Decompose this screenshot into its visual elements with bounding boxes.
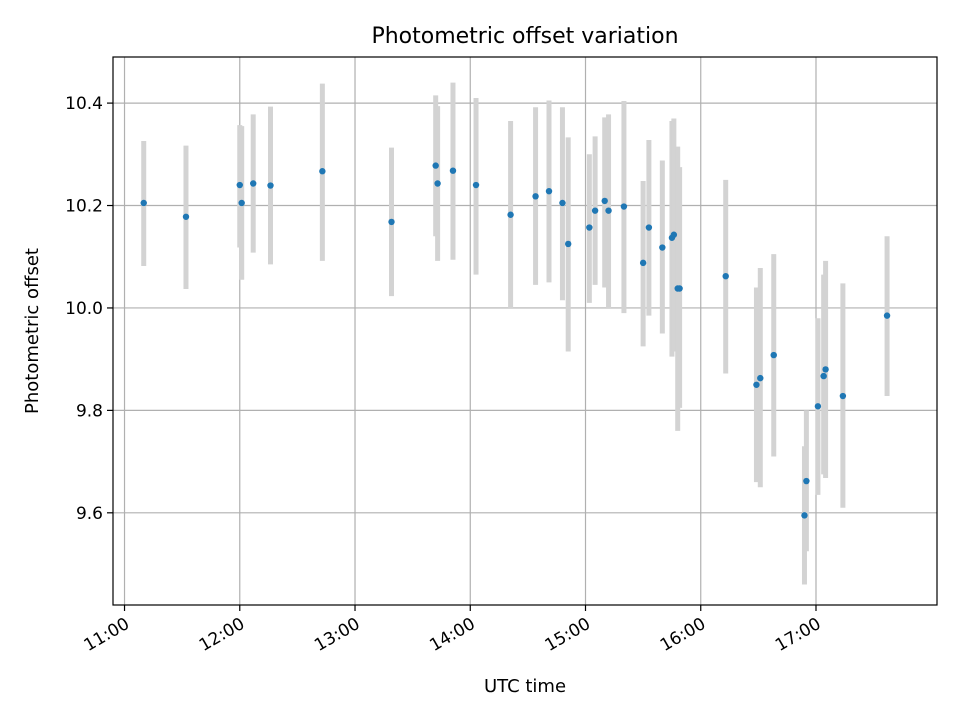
data-point [591,207,599,214]
data-point [620,203,628,210]
data-point [645,224,653,231]
data-point [140,199,147,207]
plot-frame [112,56,938,606]
error-bars [141,82,890,585]
data-point [545,187,553,195]
data-point [676,285,683,292]
x-tick-label: 12:00 [196,614,248,656]
chart-title: Photometric offset variation [371,24,678,49]
data-point [472,181,480,189]
data-point [883,312,891,319]
data-point [639,259,647,267]
data-point [238,199,245,207]
y-tick-label: 10.0 [65,299,103,319]
data-point [586,224,593,231]
x-tick-label: 13:00 [311,614,363,656]
data-point [267,182,274,189]
data-point [839,392,847,400]
data-point [507,211,514,218]
data-point [722,273,729,280]
data-point [319,168,326,175]
data-point [236,181,243,189]
data-point [388,218,395,226]
data-point [605,207,612,214]
data-point [601,197,608,205]
data-point [434,180,441,187]
data-point [820,372,827,380]
data-point [532,193,539,200]
data-point [559,199,566,207]
x-axis-label: UTC time [484,676,566,697]
data-point [659,244,666,251]
y-tick-label: 10.4 [65,94,103,114]
data-point [757,374,764,382]
x-tick-label: 15:00 [542,614,594,656]
data-point [449,167,457,174]
data-point [770,351,777,359]
y-tick-label: 9.6 [76,504,103,524]
x-tick-label: 17:00 [772,614,824,656]
grid [113,57,937,605]
data-point [822,366,829,373]
data-point [670,231,678,238]
data-points [140,162,891,519]
y-tick-label: 9.8 [76,401,103,421]
data-point [432,162,439,169]
data-point [565,240,572,248]
ticks: 11:00 12:00 13:00 14:00 15:00 16:00 17:00 9.6 9.… [65,94,824,656]
data-point [801,512,808,519]
x-tick-label: 14:00 [426,614,478,656]
data-point [814,403,822,410]
data-point [250,180,257,187]
y-tick-label: 10.2 [65,197,103,217]
data-point [803,477,810,485]
x-tick-label: 16:00 [657,614,709,656]
data-point [182,213,190,220]
data-point [753,381,760,388]
y-axis-label: Photometric offset [22,248,43,414]
x-tick-label: 11:00 [81,614,133,656]
